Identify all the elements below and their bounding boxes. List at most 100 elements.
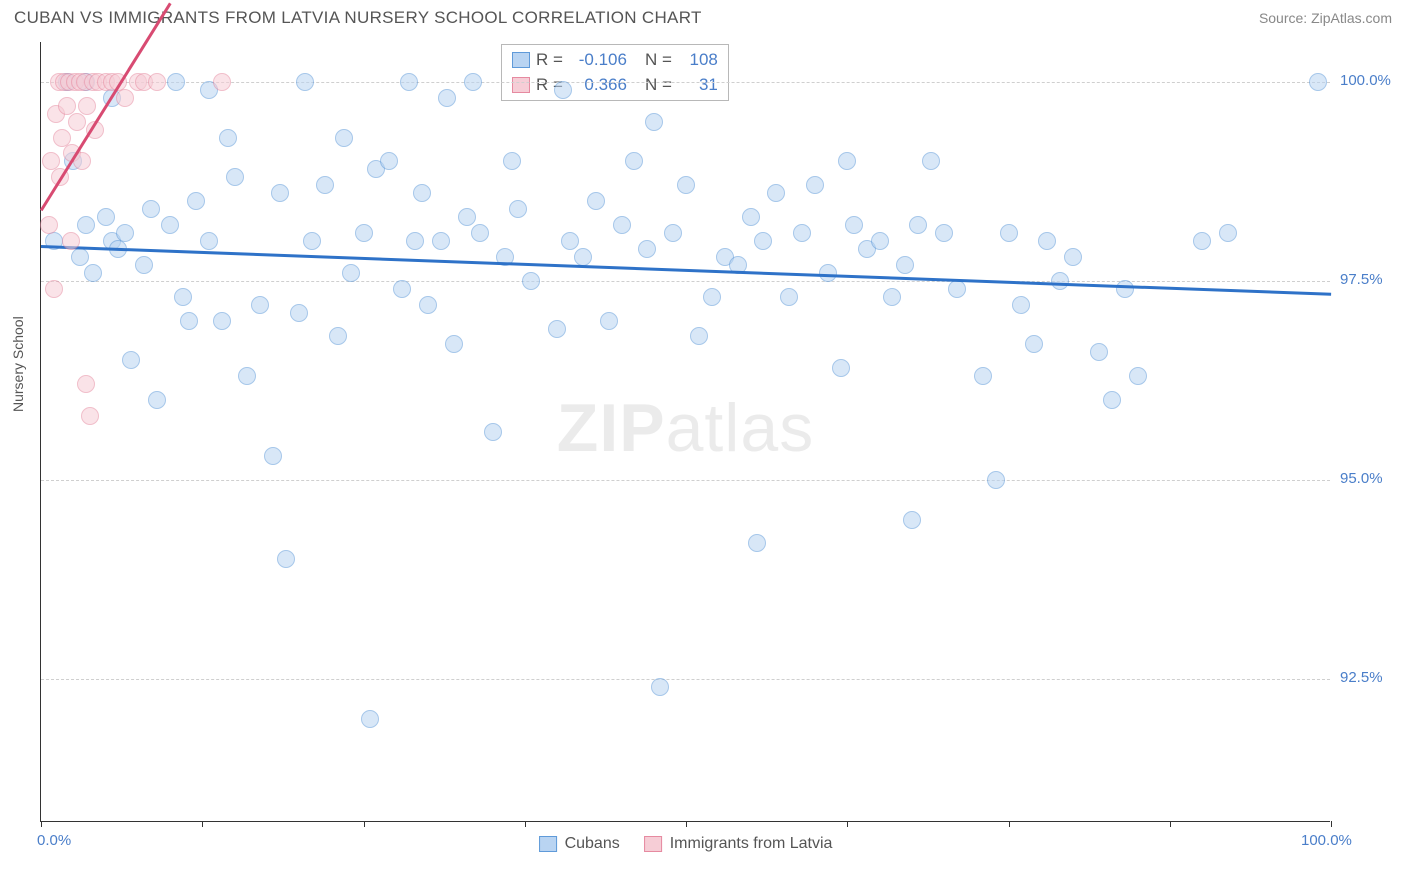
data-point bbox=[303, 232, 321, 250]
data-point bbox=[238, 367, 256, 385]
data-point bbox=[361, 710, 379, 728]
data-point bbox=[290, 304, 308, 322]
data-point bbox=[62, 232, 80, 250]
data-point bbox=[1064, 248, 1082, 266]
legend-swatch bbox=[512, 52, 530, 68]
data-point bbox=[845, 216, 863, 234]
x-tick-label: 100.0% bbox=[1301, 832, 1352, 849]
gridline bbox=[41, 281, 1330, 282]
data-point bbox=[1309, 73, 1327, 91]
data-point bbox=[458, 208, 476, 226]
data-point bbox=[438, 89, 456, 107]
data-point bbox=[316, 176, 334, 194]
data-point bbox=[645, 113, 663, 131]
data-point bbox=[819, 264, 837, 282]
data-point bbox=[226, 168, 244, 186]
data-point bbox=[677, 176, 695, 194]
data-point bbox=[213, 73, 231, 91]
data-point bbox=[380, 152, 398, 170]
stats-legend: R =-0.106 N =108R =0.366N =31 bbox=[501, 44, 729, 101]
data-point bbox=[142, 200, 160, 218]
data-point bbox=[200, 232, 218, 250]
watermark: ZIPatlas bbox=[557, 389, 814, 467]
gridline bbox=[41, 679, 1330, 680]
data-point bbox=[1129, 367, 1147, 385]
legend-r-label: R = bbox=[536, 48, 563, 73]
data-point bbox=[742, 208, 760, 226]
data-point bbox=[664, 224, 682, 242]
legend-row: R =-0.106 N =108 bbox=[512, 48, 718, 73]
data-point bbox=[883, 288, 901, 306]
bottom-legend-item: Immigrants from Latvia bbox=[644, 835, 833, 853]
data-point bbox=[180, 312, 198, 330]
data-point bbox=[58, 97, 76, 115]
data-point bbox=[935, 224, 953, 242]
data-point bbox=[148, 73, 166, 91]
data-point bbox=[909, 216, 927, 234]
data-point bbox=[187, 192, 205, 210]
data-point bbox=[522, 272, 540, 290]
data-point bbox=[651, 678, 669, 696]
data-point bbox=[613, 216, 631, 234]
data-point bbox=[806, 176, 824, 194]
legend-n-value: 108 bbox=[678, 48, 718, 73]
data-point bbox=[413, 184, 431, 202]
data-point bbox=[922, 152, 940, 170]
legend-swatch bbox=[644, 836, 662, 852]
x-tick bbox=[1009, 821, 1010, 827]
trend-line bbox=[41, 245, 1331, 295]
data-point bbox=[1038, 232, 1056, 250]
x-tick bbox=[1331, 821, 1332, 827]
data-point bbox=[71, 248, 89, 266]
data-point bbox=[432, 232, 450, 250]
y-tick-label: 95.0% bbox=[1340, 470, 1400, 487]
x-tick bbox=[41, 821, 42, 827]
data-point bbox=[987, 471, 1005, 489]
chart-title: CUBAN VS IMMIGRANTS FROM LATVIA NURSERY … bbox=[14, 8, 702, 28]
data-point bbox=[296, 73, 314, 91]
data-point bbox=[1000, 224, 1018, 242]
x-tick bbox=[847, 821, 848, 827]
data-point bbox=[77, 216, 95, 234]
y-axis-label: Nursery School bbox=[10, 316, 26, 412]
x-tick-label: 0.0% bbox=[37, 832, 71, 849]
data-point bbox=[335, 129, 353, 147]
data-point bbox=[251, 296, 269, 314]
data-point bbox=[871, 232, 889, 250]
data-point bbox=[1012, 296, 1030, 314]
data-point bbox=[554, 81, 572, 99]
data-point bbox=[264, 447, 282, 465]
data-point bbox=[406, 232, 424, 250]
legend-row: R =0.366N =31 bbox=[512, 73, 718, 98]
data-point bbox=[97, 208, 115, 226]
data-point bbox=[767, 184, 785, 202]
data-point bbox=[122, 351, 140, 369]
data-point bbox=[148, 391, 166, 409]
data-point bbox=[40, 216, 58, 234]
data-point bbox=[600, 312, 618, 330]
y-tick-label: 100.0% bbox=[1340, 72, 1400, 89]
x-tick bbox=[364, 821, 365, 827]
data-point bbox=[503, 152, 521, 170]
legend-n-label: N = bbox=[645, 48, 672, 73]
data-point bbox=[116, 224, 134, 242]
data-point bbox=[445, 335, 463, 353]
legend-n-label: N = bbox=[645, 73, 672, 98]
legend-r-value: -0.106 bbox=[569, 48, 627, 73]
x-tick bbox=[1170, 821, 1171, 827]
data-point bbox=[135, 256, 153, 274]
y-tick-label: 92.5% bbox=[1340, 669, 1400, 686]
data-point bbox=[509, 200, 527, 218]
data-point bbox=[393, 280, 411, 298]
legend-swatch bbox=[539, 836, 557, 852]
gridline bbox=[41, 480, 1330, 481]
data-point bbox=[45, 280, 63, 298]
data-point bbox=[400, 73, 418, 91]
data-point bbox=[690, 327, 708, 345]
data-point bbox=[1103, 391, 1121, 409]
data-point bbox=[484, 423, 502, 441]
data-point bbox=[703, 288, 721, 306]
bottom-legend-item: Cubans bbox=[539, 835, 620, 853]
data-point bbox=[355, 224, 373, 242]
data-point bbox=[793, 224, 811, 242]
